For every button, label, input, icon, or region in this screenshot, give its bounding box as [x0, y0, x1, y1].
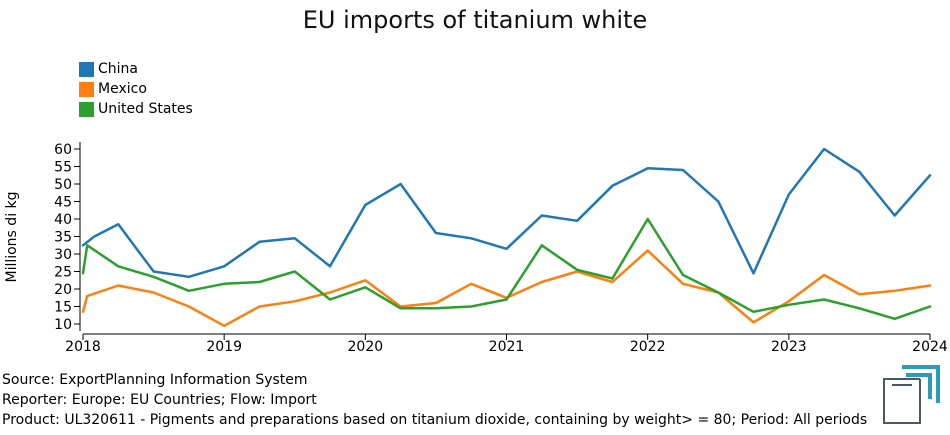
x-tick-label: 2019	[206, 339, 242, 355]
y-tick-label: 40	[54, 212, 72, 228]
legend-swatch-mexico	[79, 81, 94, 97]
x-tick-label: 2018	[65, 339, 101, 355]
x-tick-label: 2023	[771, 339, 807, 355]
legend-swatch-united-states	[79, 101, 94, 117]
legend-label-china: China	[98, 61, 138, 77]
legend-item-united-states[interactable]: United States	[79, 99, 193, 119]
series-line-mexico	[81, 249, 932, 328]
legend-item-mexico[interactable]: Mexico	[79, 79, 193, 99]
footer: Source: ExportPlanning Information Syste…	[2, 370, 867, 430]
exportplanning-logo-icon	[883, 365, 940, 424]
y-tick-label: 30	[54, 247, 72, 263]
series-line-united-states	[81, 217, 932, 321]
footer-product: Product: UL320611 - Pigments and prepara…	[2, 412, 868, 428]
legend-label-united-states: United States	[98, 101, 193, 117]
series-line-china	[81, 147, 932, 279]
y-tick-label: 25	[54, 265, 72, 281]
y-tick-label: 15	[54, 300, 72, 316]
legend: China Mexico United States	[79, 59, 193, 119]
y-tick-label: 50	[54, 177, 72, 193]
x-tick-label: 2021	[489, 339, 525, 355]
y-tick-label: 60	[54, 142, 72, 158]
x-tick-label: 2020	[348, 339, 384, 355]
legend-label-mexico: Mexico	[98, 81, 147, 97]
y-axis-label: Millions di kg	[4, 191, 20, 282]
y-tick-label: 20	[54, 282, 72, 298]
x-tick-label: 2024	[912, 339, 948, 355]
y-tick-label: 55	[54, 160, 72, 176]
y-tick-label: 45	[54, 195, 72, 211]
x-tick-label: 2022	[630, 339, 666, 355]
y-tick-label: 35	[54, 230, 72, 246]
chart-title: EU imports of titanium white	[302, 6, 648, 34]
legend-swatch-china	[79, 61, 94, 77]
legend-item-china[interactable]: China	[79, 59, 193, 79]
footer-reporter: Reporter: Europe: EU Countries; Flow: Im…	[2, 392, 317, 408]
y-tick-label: 10	[54, 317, 72, 333]
footer-source: Source: ExportPlanning Information Syste…	[2, 372, 308, 388]
